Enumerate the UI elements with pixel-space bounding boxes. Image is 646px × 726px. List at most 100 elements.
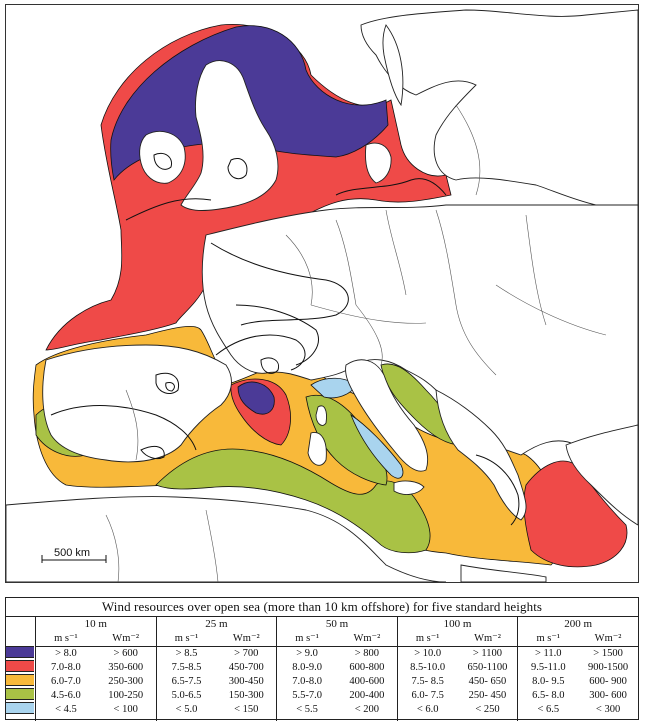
legend-power-value: > 800 [354, 648, 380, 659]
land-scandinavia [360, 9, 638, 209]
legend-height-label: 200 m [564, 618, 593, 630]
legend-data-row: < 5.0 < 150 [157, 703, 277, 717]
legend-column-height: 50 m m s⁻¹ Wm⁻² > 9.0 > 800 8.0-9.0 600-800 7.0… [277, 617, 398, 721]
legend-power-value: 350-600 [108, 662, 144, 673]
legend-power-value: 600-800 [349, 662, 385, 673]
isoline [235, 304, 319, 366]
legend-unit-power: Wm⁻² [232, 633, 260, 644]
isoline [50, 405, 197, 451]
legend-data-row: < 6.5 < 300 [518, 703, 638, 717]
legend-power-value: 300- 600 [589, 690, 627, 701]
legend-speed-value: 7.5- 8.5 [411, 676, 444, 687]
legend-unit-row: m s⁻¹ Wm⁻² [36, 631, 156, 647]
legend-power-value: 650-1100 [467, 662, 508, 673]
legend-speed-value: 9.5-11.0 [530, 662, 566, 673]
isoline [335, 178, 447, 196]
legend-swatch-class1 [6, 646, 34, 658]
border-line [355, 304, 383, 366]
land-balkans [435, 389, 527, 521]
legend-speed-value: 7.5-8.5 [171, 662, 202, 673]
legend-data-row: 8.5-10.0 650-1100 [398, 661, 518, 675]
legend-speed-value: 7.0-8.0 [292, 676, 322, 687]
legend-height-label: 10 m [84, 618, 107, 630]
legend-power-value: 150-300 [228, 690, 264, 701]
isoline [227, 158, 248, 180]
legend-data-row: 8.0-9.0 600-800 [277, 661, 397, 675]
legend-data-row: 8.0- 9.5 600- 900 [518, 675, 638, 689]
legend-unit-power: Wm⁻² [112, 633, 140, 644]
isoline [210, 242, 349, 326]
legend-speed-value: < 5.5 [296, 704, 318, 715]
legend-data-row: 6.5-7.5 300-450 [157, 675, 277, 689]
legend-speed-value: 6.5-7.5 [171, 676, 202, 687]
land-denmark [365, 142, 392, 184]
border-line [495, 284, 607, 336]
legend-data-row: < 5.5 < 200 [277, 703, 397, 717]
map-frame: 500 km [5, 4, 639, 583]
legend-power-value: 300-450 [228, 676, 264, 687]
border-line [285, 234, 313, 306]
swatch-column [6, 617, 36, 721]
land-great-britain [180, 60, 279, 211]
legend-data-row: 4.5-6.0 100-250 [36, 689, 156, 703]
isoline [140, 446, 165, 460]
legend-data-row: 5.0-6.5 150-300 [157, 689, 277, 703]
legend-data-row: > 9.0 > 800 [277, 647, 397, 661]
legend-height-label: 100 m [443, 618, 472, 630]
border-line [105, 514, 120, 582]
legend-power-value: 100-250 [108, 690, 144, 701]
legend-data-row: > 11.0 > 1500 [518, 647, 638, 661]
zone-blue-tyrrhenian [350, 413, 404, 479]
legend-swatch-class3 [6, 674, 34, 686]
legend-power-value: < 100 [113, 704, 138, 715]
legend-power-value: > 600 [113, 648, 138, 659]
legend-data-row: < 4.5 < 100 [36, 703, 156, 717]
legend-unit-speed: m s⁻¹ [415, 633, 440, 644]
land-italy [345, 359, 429, 472]
isoline [153, 152, 173, 170]
legend-unit-speed: m s⁻¹ [54, 633, 78, 644]
legend-speed-value: 6.0-7.0 [51, 676, 81, 687]
legend-height-label: 25 m [205, 618, 228, 630]
scale-bar: 500 km [41, 547, 107, 563]
legend-data-row: 7.5-8.5 450-700 [157, 661, 277, 675]
isolines [50, 152, 520, 526]
legend-data-row: 6.5- 8.0 300- 600 [518, 689, 638, 703]
legend-speed-value: 8.5-10.0 [410, 662, 446, 673]
legend-data-row: 9.5-11.0 900-1500 [518, 661, 638, 675]
legend-power-value: 450-700 [228, 662, 264, 673]
legend-unit-speed: m s⁻¹ [174, 633, 199, 644]
legend-power-value: > 1500 [593, 648, 623, 659]
legend-data-row: < 6.0 < 250 [398, 703, 518, 717]
land-sardinia [307, 432, 327, 466]
legend-unit-power: Wm⁻² [353, 633, 381, 644]
legend-swatch-class5 [6, 702, 34, 714]
legend-swatch-class2 [6, 660, 34, 672]
legend-speed-value: > 11.0 [535, 648, 562, 659]
land-masses [6, 9, 638, 582]
border-line [205, 509, 219, 582]
legend-speed-value: 4.5-6.0 [51, 690, 81, 701]
legend-speed-value: 5.0-6.5 [171, 690, 202, 701]
land-north-africa-east [460, 564, 547, 582]
legend-speed-value: < 4.5 [55, 704, 77, 715]
legend-data-row: > 10.0 > 1100 [398, 647, 518, 661]
legend-power-value: < 150 [234, 704, 259, 715]
border-line [525, 214, 547, 326]
legend-speed-value: < 6.5 [537, 704, 560, 715]
legend-unit-speed: m s⁻¹ [295, 633, 319, 644]
legend-speed-value: 8.0-9.0 [292, 662, 322, 673]
legend-power-value: 250-300 [108, 676, 144, 687]
legend-column-height: 10 m m s⁻¹ Wm⁻² > 8.0 > 600 7.0-8.0 350-600 6.0… [36, 617, 157, 721]
legend-unit-row: m s⁻¹ Wm⁻² [518, 631, 638, 647]
legend-speed-value: > 9.0 [296, 648, 318, 659]
land-turkey [565, 424, 638, 526]
legend-power-value: > 1100 [472, 648, 503, 659]
legend-speed-value: > 8.0 [55, 648, 77, 659]
legend-table: Wind resources over open sea (more than … [5, 597, 639, 721]
legend-power-value: < 200 [354, 704, 380, 715]
legend-data-row: 7.0-8.0 400-600 [277, 675, 397, 689]
legend-power-value: 450- 650 [468, 676, 507, 687]
border-line [310, 304, 427, 324]
